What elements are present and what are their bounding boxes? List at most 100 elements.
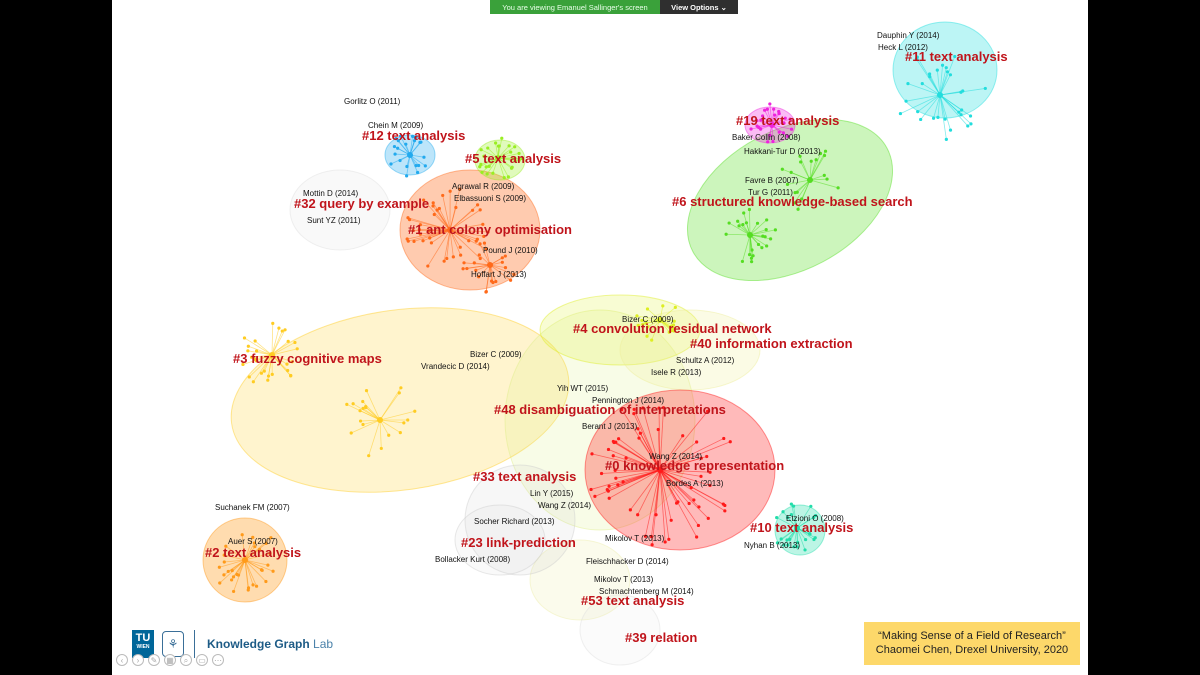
edge bbox=[449, 223, 483, 231]
node bbox=[960, 108, 964, 112]
node bbox=[916, 110, 920, 114]
node bbox=[689, 486, 693, 490]
edge bbox=[271, 348, 298, 356]
edge bbox=[366, 390, 381, 421]
node bbox=[392, 144, 397, 149]
edge bbox=[362, 401, 381, 421]
node bbox=[406, 418, 410, 422]
node bbox=[437, 206, 441, 211]
cluster-label-32: #32 query by example bbox=[294, 196, 429, 211]
node bbox=[898, 111, 903, 116]
edge bbox=[793, 506, 798, 529]
node bbox=[782, 543, 786, 547]
edge bbox=[642, 407, 661, 471]
hub-node bbox=[657, 317, 663, 323]
author-label: Heck L (2012) bbox=[878, 43, 928, 52]
edge bbox=[793, 527, 798, 547]
edge bbox=[633, 409, 661, 471]
view-options-button[interactable]: View Options ⌄ bbox=[660, 0, 738, 14]
screen-share-banner: You are viewing Emanuel Sallinger's scre… bbox=[490, 0, 738, 14]
node bbox=[413, 135, 417, 140]
node bbox=[361, 422, 365, 427]
node bbox=[750, 248, 754, 252]
author-label: Mottin D (2014) bbox=[303, 189, 358, 198]
node bbox=[811, 515, 816, 520]
edge bbox=[449, 229, 489, 233]
node bbox=[737, 224, 741, 228]
edge bbox=[659, 469, 672, 521]
grid-icon[interactable]: ▦ bbox=[164, 654, 176, 666]
hub-node bbox=[407, 152, 413, 158]
node bbox=[364, 388, 369, 393]
node bbox=[796, 207, 800, 211]
node bbox=[474, 268, 478, 272]
edge bbox=[489, 264, 515, 275]
edge bbox=[251, 354, 273, 358]
edge bbox=[351, 419, 381, 434]
edge bbox=[933, 94, 941, 119]
node bbox=[928, 74, 932, 79]
screen-icon[interactable]: ▭ bbox=[196, 654, 208, 666]
node bbox=[421, 239, 425, 243]
node bbox=[399, 386, 403, 390]
node bbox=[708, 470, 712, 474]
node bbox=[611, 439, 615, 444]
edge bbox=[658, 408, 661, 471]
cluster-hull bbox=[686, 118, 894, 282]
cluster-label-2: #2 text analysis bbox=[205, 545, 301, 560]
node bbox=[358, 409, 362, 413]
node bbox=[914, 57, 918, 61]
node bbox=[481, 222, 485, 226]
more-icon[interactable]: ⋯ bbox=[212, 654, 224, 666]
prev-slide-icon[interactable]: ‹ bbox=[116, 654, 128, 666]
node bbox=[224, 544, 228, 548]
node bbox=[270, 372, 274, 376]
node bbox=[503, 254, 507, 258]
node bbox=[459, 253, 463, 257]
node bbox=[231, 575, 236, 579]
pen-icon[interactable]: ✎ bbox=[148, 654, 160, 666]
node bbox=[494, 279, 498, 284]
node bbox=[641, 322, 645, 327]
edge bbox=[449, 189, 461, 231]
edge bbox=[749, 229, 776, 236]
author-label: Hakkani-Tur D (2013) bbox=[744, 147, 821, 156]
node bbox=[379, 446, 383, 451]
edge bbox=[905, 94, 941, 102]
node bbox=[506, 175, 510, 179]
edge bbox=[219, 559, 246, 568]
cluster-hull bbox=[579, 594, 661, 666]
edge bbox=[244, 559, 267, 582]
node bbox=[785, 515, 790, 520]
edge bbox=[939, 90, 963, 96]
node bbox=[349, 431, 353, 435]
hub-node bbox=[447, 227, 453, 233]
edge bbox=[625, 457, 661, 471]
node bbox=[480, 170, 484, 174]
edge bbox=[224, 554, 246, 561]
next-slide-icon[interactable]: › bbox=[132, 654, 144, 666]
node bbox=[397, 391, 401, 395]
edge bbox=[922, 83, 941, 96]
node bbox=[406, 216, 410, 220]
node bbox=[260, 568, 264, 572]
node bbox=[620, 407, 624, 412]
edge bbox=[939, 56, 956, 96]
edge bbox=[497, 157, 522, 159]
node bbox=[785, 182, 790, 187]
node bbox=[795, 545, 799, 549]
edge bbox=[224, 559, 246, 563]
edge bbox=[615, 469, 661, 479]
node bbox=[959, 113, 963, 117]
edge bbox=[379, 392, 400, 421]
citation-author: Chaomei Chen, Drexel University, 2020 bbox=[875, 644, 1069, 656]
zoom-icon[interactable]: ⌕ bbox=[180, 654, 192, 666]
node bbox=[268, 551, 272, 556]
node bbox=[672, 319, 676, 323]
node bbox=[727, 221, 731, 225]
edge bbox=[409, 154, 418, 173]
node bbox=[280, 329, 284, 333]
edge bbox=[271, 354, 288, 371]
node bbox=[486, 146, 490, 150]
node bbox=[676, 500, 680, 504]
